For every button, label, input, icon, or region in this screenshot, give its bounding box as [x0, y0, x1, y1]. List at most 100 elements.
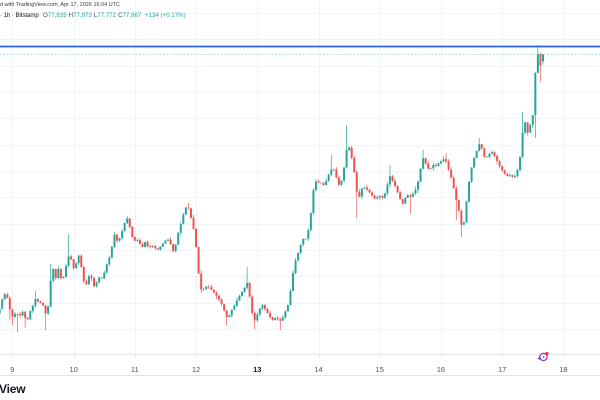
candle-body	[108, 257, 111, 265]
candle-body	[136, 240, 139, 241]
candle-body	[169, 239, 172, 245]
candle-body	[302, 238, 305, 245]
candle-body	[103, 272, 106, 279]
candle-body	[350, 147, 353, 158]
candle-body	[465, 201, 468, 223]
candle-body	[126, 218, 129, 224]
candle-body	[508, 175, 511, 176]
candle-body	[240, 291, 243, 296]
legend-ohlc-value: 77,835	[47, 12, 67, 19]
candle-body	[3, 294, 6, 300]
candle-body	[284, 311, 287, 318]
candle-body	[452, 177, 455, 189]
candle-body	[274, 318, 277, 320]
event-marker-ring	[539, 352, 548, 362]
candle-body	[470, 167, 473, 182]
candle-body	[164, 240, 167, 244]
candle-body	[95, 282, 98, 287]
candle-body	[353, 158, 356, 173]
candle-body	[411, 193, 414, 197]
candle-body	[363, 187, 366, 189]
candle-body	[100, 277, 103, 279]
candle-body	[299, 244, 302, 254]
legend-ohlc-label: H	[68, 12, 74, 19]
candle-body	[235, 300, 238, 306]
candle-body	[156, 248, 159, 250]
candle-body	[47, 306, 50, 314]
candle-body	[429, 168, 432, 169]
candle-body	[177, 232, 180, 245]
candle-body	[424, 158, 427, 164]
legend-ohlc-value: 77,973	[73, 12, 92, 19]
candle-body	[524, 122, 527, 133]
candle-body	[309, 213, 312, 231]
candle-body	[539, 54, 542, 66]
time-axis-label-13: 13	[253, 364, 262, 374]
candle-body	[401, 199, 404, 204]
candle-body	[218, 295, 221, 300]
candle-body	[330, 169, 333, 175]
candle-body	[462, 222, 465, 225]
candle-body	[187, 207, 190, 209]
candle-body	[113, 234, 116, 247]
candle-body	[432, 164, 435, 169]
candle-body	[480, 144, 483, 149]
candle-body	[77, 255, 80, 264]
candle-body	[34, 299, 37, 306]
candle-body	[189, 208, 192, 218]
candle-body	[205, 286, 208, 290]
candle-body	[348, 147, 351, 151]
candle-body	[281, 317, 284, 321]
candle-body	[343, 167, 346, 181]
candle-body	[167, 239, 170, 241]
candle-body	[19, 314, 22, 316]
candle-body	[179, 223, 182, 233]
candle-body	[414, 189, 417, 194]
candle-body	[123, 223, 126, 232]
candle-body	[146, 242, 149, 247]
candle-body	[519, 156, 522, 171]
candle-body	[131, 226, 134, 238]
candle-body	[256, 314, 259, 321]
candle-body	[381, 196, 384, 198]
candle-body	[376, 197, 379, 199]
candle-body	[121, 231, 124, 239]
candle-body	[195, 228, 198, 248]
candle-body	[248, 282, 251, 297]
candle-body	[0, 308, 1, 314]
candle-body	[90, 276, 93, 278]
candle-body	[161, 243, 164, 247]
candle-body	[16, 313, 19, 315]
legend-ohlc-value: 77,967	[122, 12, 142, 19]
candle-body	[215, 292, 218, 296]
candle-body	[6, 294, 9, 298]
candle-body	[24, 311, 27, 318]
candle-body	[312, 190, 315, 214]
candle-body	[383, 193, 386, 198]
candle-body	[541, 54, 544, 62]
candle-body	[506, 173, 509, 176]
candle-body	[154, 246, 157, 249]
candle-body	[80, 255, 83, 268]
candle-body	[368, 189, 371, 193]
candles-up	[0, 45, 544, 322]
candle-body	[98, 277, 101, 283]
event-marker-icon	[537, 351, 549, 362]
legend-ohlc-values: O77,835 H77,973 L77,772 C77,967	[40, 12, 141, 19]
candle-body	[151, 246, 154, 247]
legend-ohlc-o: O77,835	[43, 12, 67, 19]
time-axis-label-15: 15	[375, 364, 384, 374]
legend-ohlc-c: C77,967	[118, 12, 141, 19]
candle-body	[266, 308, 269, 313]
candle-body	[202, 289, 205, 290]
time-axis-label-12: 12	[191, 364, 201, 374]
candle-body	[534, 72, 537, 116]
candle-body	[439, 161, 442, 164]
candle-body	[521, 132, 524, 157]
candle-body	[233, 305, 236, 310]
candle-body	[263, 305, 266, 309]
tradingview-logo-text[interactable]: View	[0, 381, 26, 396]
candle-body	[159, 246, 162, 250]
